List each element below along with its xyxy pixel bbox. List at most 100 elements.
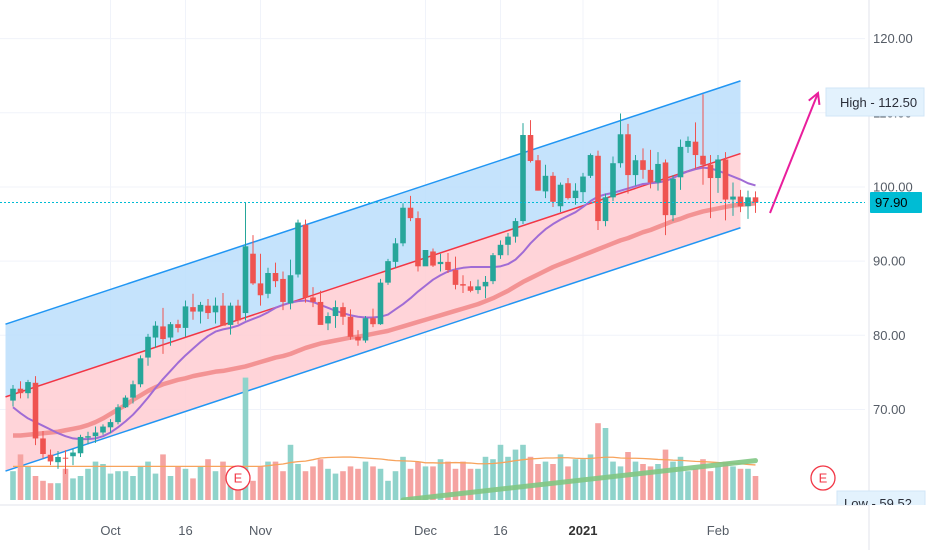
candle-body[interactable] xyxy=(325,316,331,324)
candle-body[interactable] xyxy=(62,457,69,459)
candle-body[interactable] xyxy=(565,183,571,199)
candle-body[interactable] xyxy=(85,436,91,438)
candle-body[interactable] xyxy=(227,305,234,325)
candle-body[interactable] xyxy=(617,134,624,164)
candle-body[interactable] xyxy=(190,307,196,312)
earnings-event-marker[interactable] xyxy=(810,465,836,491)
candle-body[interactable] xyxy=(10,388,16,401)
candle-body[interactable] xyxy=(340,307,346,317)
candle-body[interactable] xyxy=(557,184,564,207)
candle-body[interactable] xyxy=(505,236,511,245)
candle-body[interactable] xyxy=(512,221,519,237)
candle-body[interactable] xyxy=(572,190,579,199)
candle-body[interactable] xyxy=(17,388,24,394)
candle-body[interactable] xyxy=(625,134,631,176)
candle-body[interactable] xyxy=(535,160,541,191)
candle-body[interactable] xyxy=(167,324,174,338)
candle-body[interactable] xyxy=(482,281,489,287)
candle-body[interactable] xyxy=(602,197,609,222)
candle-body[interactable] xyxy=(392,243,399,262)
candle-body[interactable] xyxy=(242,246,249,314)
candle-body[interactable] xyxy=(137,358,144,385)
candle-body[interactable] xyxy=(332,307,339,317)
candle-body[interactable] xyxy=(692,141,699,156)
candle-body[interactable] xyxy=(722,159,729,200)
candle-body[interactable] xyxy=(527,135,534,161)
candle-body[interactable] xyxy=(385,261,391,283)
candle-body[interactable] xyxy=(100,426,106,433)
candle-body[interactable] xyxy=(212,305,219,313)
candle-body[interactable] xyxy=(445,261,451,271)
candle-body[interactable] xyxy=(550,175,556,202)
candle-body[interactable] xyxy=(115,407,121,423)
candle-body[interactable] xyxy=(370,318,376,325)
candle-body[interactable] xyxy=(677,146,684,178)
candle-body[interactable] xyxy=(152,325,159,338)
candle-body[interactable] xyxy=(437,261,444,265)
earnings-event-marker[interactable] xyxy=(225,465,251,491)
candle-body[interactable] xyxy=(685,140,691,147)
candle-body[interactable] xyxy=(400,207,406,244)
candle-body[interactable] xyxy=(700,155,706,165)
candle-body[interactable] xyxy=(422,250,429,267)
candle-body[interactable] xyxy=(670,178,676,216)
candle-body[interactable] xyxy=(257,283,264,296)
candle-body[interactable] xyxy=(497,244,504,256)
candle-body[interactable] xyxy=(355,336,361,341)
candle-body[interactable] xyxy=(40,438,46,455)
channel-lower-line[interactable] xyxy=(5,227,741,472)
candle-body[interactable] xyxy=(145,336,151,358)
candle-body[interactable] xyxy=(287,275,294,304)
candle-body[interactable] xyxy=(407,207,414,219)
candle-body[interactable] xyxy=(235,305,241,321)
candle-body[interactable] xyxy=(32,382,39,439)
candle-body[interactable] xyxy=(715,159,721,179)
candle-body[interactable] xyxy=(707,164,714,179)
candle-body[interactable] xyxy=(587,155,594,176)
candle-body[interactable] xyxy=(745,197,751,207)
candle-body[interactable] xyxy=(655,163,661,183)
candle-body[interactable] xyxy=(302,224,309,298)
candle-body[interactable] xyxy=(415,218,421,267)
candle-body[interactable] xyxy=(47,454,54,462)
candle-body[interactable] xyxy=(107,422,114,428)
candle-body[interactable] xyxy=(70,452,76,457)
candle-body[interactable] xyxy=(737,196,744,207)
candle-body[interactable] xyxy=(467,286,474,291)
candle-body[interactable] xyxy=(122,397,129,408)
candle-body[interactable] xyxy=(130,384,136,398)
candle-body[interactable] xyxy=(55,456,61,463)
candle-body[interactable] xyxy=(317,301,324,325)
candle-body[interactable] xyxy=(730,196,736,200)
channel-middle-line[interactable] xyxy=(5,152,741,398)
candle-body[interactable] xyxy=(632,160,639,176)
candle-body[interactable] xyxy=(610,163,616,198)
candle-body[interactable] xyxy=(475,286,481,291)
candle-body[interactable] xyxy=(377,282,384,325)
candle-body[interactable] xyxy=(362,318,369,341)
candle-body[interactable] xyxy=(430,251,436,266)
candle-body[interactable] xyxy=(250,253,256,284)
candle-body[interactable] xyxy=(295,222,301,275)
candle-body[interactable] xyxy=(662,162,669,216)
candle-body[interactable] xyxy=(77,436,84,454)
candle-body[interactable] xyxy=(580,176,586,193)
candle-body[interactable] xyxy=(460,284,466,286)
candle-body[interactable] xyxy=(205,305,211,314)
candle-body[interactable] xyxy=(647,169,654,183)
candle-body[interactable] xyxy=(595,155,601,222)
candle-body[interactable] xyxy=(92,432,99,437)
candle-body[interactable] xyxy=(520,135,526,222)
candle-body[interactable] xyxy=(752,197,759,203)
projection-arrow-line[interactable] xyxy=(769,92,819,214)
candle-body[interactable] xyxy=(220,305,226,326)
candle-body[interactable] xyxy=(640,160,646,170)
candle-body[interactable] xyxy=(310,297,316,302)
candle-body[interactable] xyxy=(490,255,496,282)
candle-body[interactable] xyxy=(197,304,204,312)
candle-body[interactable] xyxy=(182,306,189,328)
candle-body[interactable] xyxy=(265,272,271,294)
candle-body[interactable] xyxy=(160,326,166,340)
candle-body[interactable] xyxy=(272,272,279,282)
